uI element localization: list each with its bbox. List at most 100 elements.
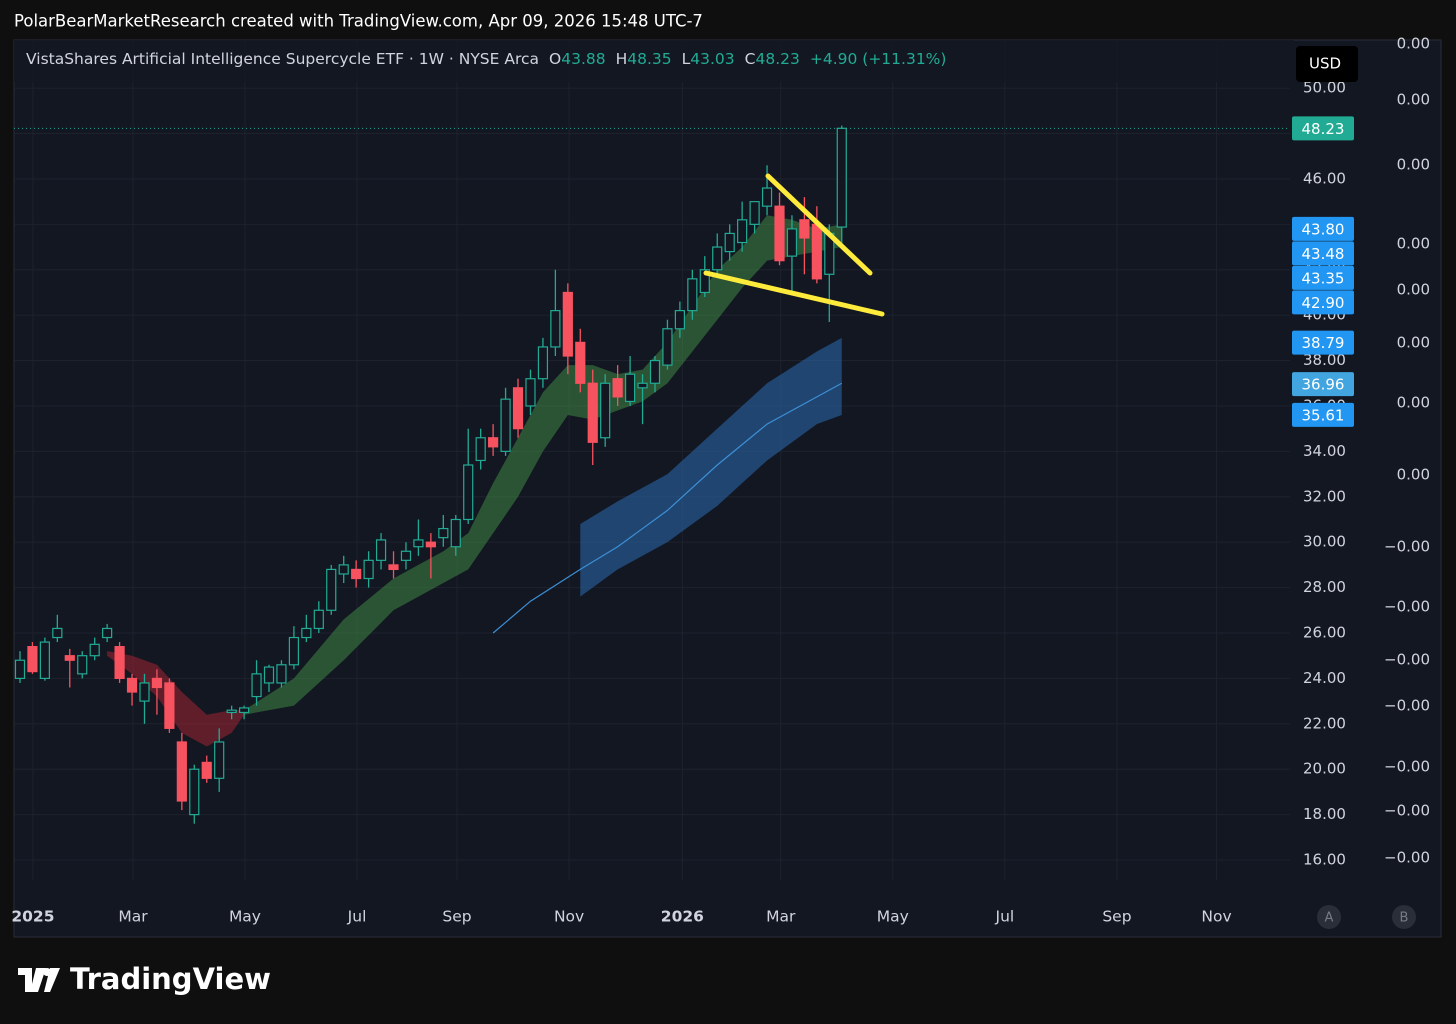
indicator-scale-label: 0.00 xyxy=(1397,466,1430,484)
price-tag xyxy=(1292,290,1354,315)
candle-body xyxy=(139,682,150,702)
price-tag-label: 43.35 xyxy=(1302,269,1345,287)
scale-button-label: A xyxy=(1325,911,1334,926)
candle-body xyxy=(724,232,735,253)
candle-body xyxy=(64,655,75,661)
candle-body xyxy=(388,564,399,571)
legend-key: L xyxy=(681,50,691,68)
currency-button[interactable] xyxy=(1296,46,1358,82)
candle-body xyxy=(375,539,387,561)
indicator-scale-label: 0.00 xyxy=(1397,334,1430,352)
y-tick-label: 38.00 xyxy=(1303,351,1346,369)
indicator-scale-label: 0.00 xyxy=(1397,156,1430,174)
legend-value: 48.23 xyxy=(755,50,800,68)
last-price-tag xyxy=(1292,116,1354,141)
trendline xyxy=(765,173,873,276)
candle-body xyxy=(537,346,549,380)
candle-body xyxy=(251,673,262,698)
candle-body xyxy=(425,541,436,548)
logo xyxy=(18,968,60,992)
candle-body xyxy=(201,761,212,779)
price-tag xyxy=(1292,265,1354,290)
candle-body xyxy=(301,627,312,639)
y-tick-label: 50.00 xyxy=(1303,79,1346,97)
legend-change: +4.90 (+11.31%) xyxy=(809,50,947,68)
candle-body xyxy=(52,627,63,639)
x-tick-label: May xyxy=(229,908,261,926)
candle-body xyxy=(400,550,412,561)
candle-body xyxy=(164,682,175,729)
candle-body xyxy=(600,382,611,439)
candle-body xyxy=(761,187,773,207)
candle-body xyxy=(799,219,810,239)
candle-body xyxy=(313,609,324,630)
price-tag xyxy=(1292,372,1354,397)
price-tag xyxy=(1292,241,1354,266)
x-tick-label: Nov xyxy=(554,908,584,926)
price-tag-label: 43.48 xyxy=(1302,245,1345,263)
y-tick-label: 46.00 xyxy=(1303,169,1346,187)
candle-body xyxy=(189,768,200,816)
candle-body xyxy=(811,223,822,280)
candle-body xyxy=(624,373,636,403)
x-tick-label: 2025 xyxy=(11,908,54,926)
price-tag-label: 42.90 xyxy=(1302,294,1345,312)
legend-key: H xyxy=(615,50,628,68)
candle-body xyxy=(151,677,163,689)
candle-body xyxy=(14,659,26,680)
candle-body xyxy=(637,382,648,389)
legend-title: VistaShares Artificial Intelligence Supe… xyxy=(26,50,540,68)
candle-body xyxy=(126,677,138,693)
candle-body xyxy=(39,641,50,680)
y-tick-label: 32.00 xyxy=(1303,487,1346,505)
price-tag xyxy=(1292,216,1354,241)
candle-body xyxy=(276,664,287,684)
candle-body xyxy=(674,310,685,330)
candle-body xyxy=(77,655,88,675)
indicator-scale-label: 0.00 xyxy=(1397,91,1430,109)
logo-text: TradingView xyxy=(70,962,271,996)
scale-button[interactable] xyxy=(1317,905,1341,929)
x-tick-label: Sep xyxy=(1102,908,1131,926)
scale-button[interactable] xyxy=(1392,905,1416,929)
y-tick-label: 26.00 xyxy=(1303,623,1346,641)
indicator-band xyxy=(107,651,245,747)
x-tick-label: Jul xyxy=(995,908,1015,926)
y-tick-label: 28.00 xyxy=(1303,578,1346,596)
indicator-scale-label: 0.00 xyxy=(1397,235,1430,253)
candle-body xyxy=(326,568,337,611)
candle-body xyxy=(438,527,449,539)
indicator-scale-label: −0.00 xyxy=(1384,802,1430,820)
price-tag-label: 43.80 xyxy=(1302,220,1345,238)
candle-body xyxy=(525,378,536,407)
indicator-scale-label: −0.00 xyxy=(1384,598,1430,616)
legend-value: 43.88 xyxy=(561,50,606,68)
legend-key: O xyxy=(549,50,562,68)
candle-body xyxy=(214,741,225,779)
candle-body xyxy=(338,564,349,575)
legend-backdrop xyxy=(14,40,1294,82)
y-tick-label: 18.00 xyxy=(1303,805,1346,823)
candle-body xyxy=(575,341,586,384)
legend-key: C xyxy=(744,50,756,68)
candle-body xyxy=(612,378,623,398)
candle-body xyxy=(488,437,499,448)
candle-body xyxy=(550,310,561,348)
candle-body xyxy=(836,127,847,228)
indicator-scale-label: −0.00 xyxy=(1384,538,1430,556)
y-tick-label: 22.00 xyxy=(1303,714,1346,732)
candle-body xyxy=(413,539,424,548)
candle-body xyxy=(500,398,511,452)
candle-body xyxy=(699,269,710,294)
price-tag xyxy=(1292,330,1354,355)
candle-body xyxy=(562,291,573,357)
indicator-scale-label: −0.00 xyxy=(1384,849,1430,867)
candle-body xyxy=(226,709,237,714)
indicator-line xyxy=(492,382,843,634)
candle-body xyxy=(712,246,723,271)
candle-body xyxy=(351,568,362,580)
candle-body xyxy=(649,359,661,384)
price-tag-label: 36.96 xyxy=(1302,376,1345,394)
